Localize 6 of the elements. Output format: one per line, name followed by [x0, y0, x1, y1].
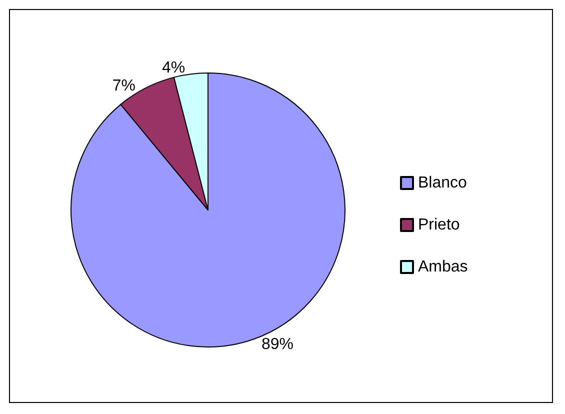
legend-label: Prieto — [418, 216, 460, 234]
legend-label: Blanco — [418, 174, 468, 192]
data-label: 4% — [162, 60, 186, 77]
data-label: 89% — [261, 336, 294, 354]
legend-label: Ambas — [418, 258, 468, 276]
data-label: 7% — [112, 78, 136, 95]
